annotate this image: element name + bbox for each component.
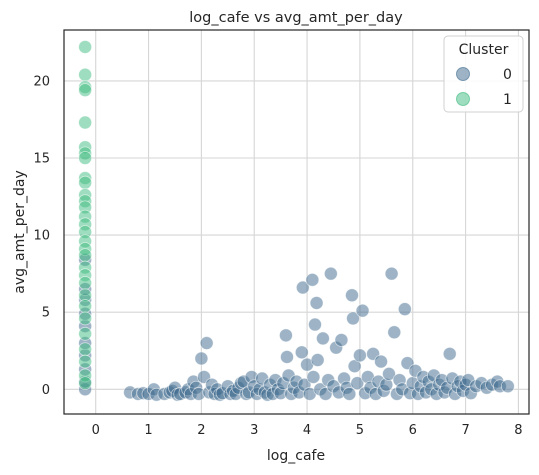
scatter-point-cluster-0 (316, 331, 330, 346)
x-tick-label: 3 (250, 423, 258, 438)
scatter-point-cluster-0 (345, 288, 359, 303)
scatter-point-cluster-0 (310, 353, 325, 367)
x-tick-label: 4 (303, 423, 311, 438)
scatter-point-cluster-0 (279, 328, 293, 343)
scatter-point-cluster-1 (78, 151, 93, 165)
y-tick-label: 15 (33, 152, 50, 167)
scatter-point-cluster-0 (350, 376, 365, 391)
scatter-point-cluster-0 (280, 350, 294, 364)
scatter-point-cluster-1 (78, 326, 93, 341)
scatter-point-cluster-1 (78, 248, 93, 263)
x-axis-ticks: 0 1 2 3 4 5 6 7 8 (92, 423, 523, 438)
x-tick-label: 2 (197, 423, 205, 438)
legend-label-1: 1 (503, 92, 512, 108)
plot-frame (63, 29, 530, 415)
scatter-point-cluster-1 (78, 311, 93, 326)
scatter-point-cluster-1 (78, 40, 93, 54)
y-axis-ticks: 0 5 10 15 20 (33, 74, 50, 397)
legend-title: Cluster (459, 42, 509, 58)
x-tick-label: 6 (409, 423, 417, 438)
x-tick-label: 8 (514, 423, 522, 438)
scatter-point-cluster-0 (334, 333, 349, 347)
scatter-point-cluster-0 (387, 325, 402, 340)
scatter-point-cluster-1 (78, 342, 93, 357)
scatter-point-cluster-0 (382, 367, 396, 381)
scatter-point-cluster-1 (78, 175, 93, 190)
scatter-point-cluster-1 (78, 115, 93, 130)
y-tick-label: 10 (33, 229, 50, 244)
x-axis-label: log_cafe (267, 448, 325, 464)
chart-title: log_cafe vs avg_amt_per_day (189, 10, 403, 26)
x-tick-label: 0 (92, 423, 100, 438)
scatter-point-cluster-0 (323, 266, 338, 281)
scatter-point-cluster-0 (346, 311, 360, 326)
x-tick-label: 1 (144, 423, 152, 438)
y-tick-label: 0 (42, 383, 50, 398)
scatter-point-cluster-0 (397, 302, 412, 317)
scatter-point-cluster-0 (384, 266, 399, 281)
scatter-point-cluster-1 (78, 276, 93, 290)
scatter-point-cluster-0 (308, 317, 322, 332)
legend-marker-0 (456, 67, 470, 81)
scatter-point-cluster-1 (78, 354, 93, 369)
scatter-point-cluster-0 (374, 354, 388, 369)
scatter-point-cluster-0 (355, 303, 370, 318)
x-tick-label: 7 (461, 423, 469, 438)
x-tick-label: 5 (356, 423, 364, 438)
scatter-point-cluster-1 (78, 83, 93, 98)
scatter-point-cluster-0 (309, 296, 324, 310)
scatter-point-cluster-1 (78, 299, 93, 313)
data-points (78, 40, 515, 402)
y-tick-label: 5 (42, 306, 50, 321)
scatter-point-cluster-0 (294, 345, 309, 360)
scatter-point-cluster-0 (342, 387, 357, 401)
scatter-point-cluster-0 (306, 370, 321, 384)
scatter-point-cluster-0 (500, 379, 515, 394)
scatter-point-cluster-0 (305, 272, 320, 287)
scatter-point-cluster-0 (199, 336, 214, 350)
legend-label-0: 0 (503, 67, 512, 83)
scatter-point-cluster-1 (78, 376, 93, 391)
scatter-point-cluster-0 (295, 280, 310, 295)
legend-marker-1 (456, 92, 470, 106)
y-tick-label: 20 (33, 74, 50, 89)
scatter-point-cluster-0 (194, 351, 209, 366)
scatter-point-cluster-0 (442, 346, 457, 361)
scatter-point-cluster-1 (78, 67, 93, 82)
y-axis-label: avg_amt_per_day (12, 170, 28, 293)
scatter-point-cluster-0 (353, 348, 367, 363)
legend: Cluster 0 1 (443, 35, 524, 113)
